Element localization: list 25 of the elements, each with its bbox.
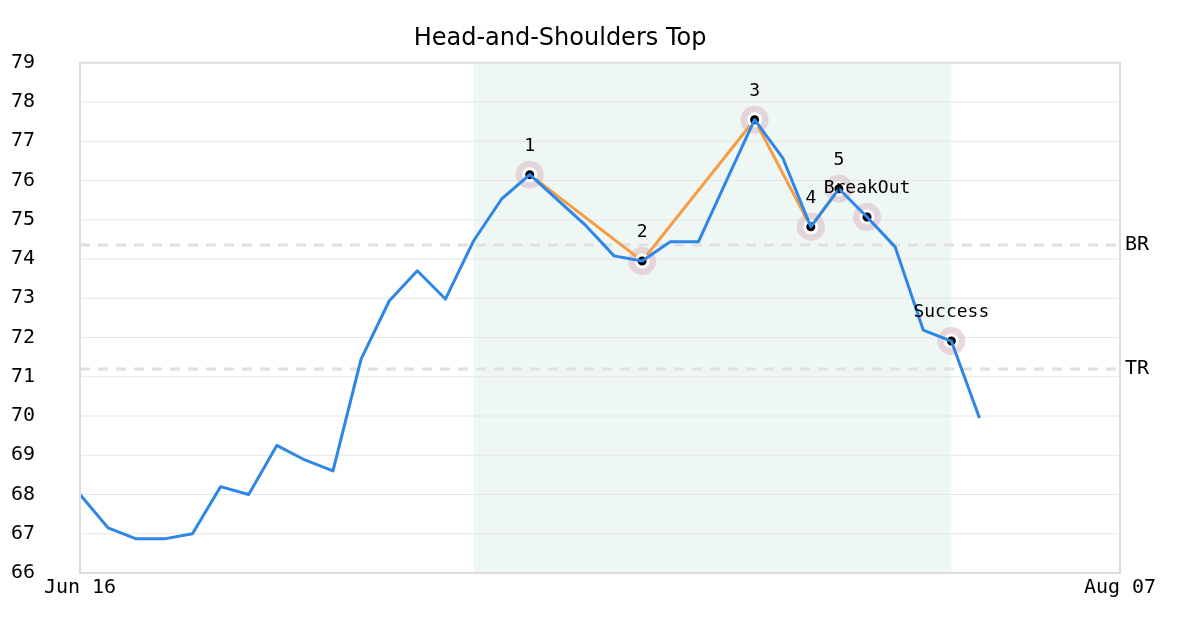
y-tick-label: 79 (10, 49, 35, 73)
chart-title: Head-and-Shoulders Top (413, 22, 707, 51)
annotation: 1 (524, 133, 536, 155)
y-tick-label: 75 (10, 205, 35, 230)
y-tick-label: 66 (10, 559, 35, 584)
y-tick-label: 78 (10, 88, 35, 113)
ref-line-label: TR (1125, 355, 1151, 380)
x-tick-label: Jun 16 (43, 574, 117, 599)
y-tick-label: 68 (10, 480, 35, 505)
y-tick-label: 67 (10, 519, 35, 544)
y-tick-label: 72 (10, 323, 35, 348)
y-tick-label: 69 (10, 441, 35, 466)
y-tick-label: 77 (10, 127, 35, 152)
ref-line-label: BR (1125, 231, 1151, 256)
y-tick-label: 74 (10, 245, 35, 270)
annotation: BreakOut (823, 176, 911, 198)
y-tick-label: 76 (10, 166, 35, 191)
annotation: 2 (636, 219, 648, 241)
annotation: 5 (833, 147, 845, 169)
y-tick-label: 73 (10, 284, 35, 309)
y-tick-label: 70 (10, 402, 35, 427)
y-tick-label: 71 (10, 362, 35, 387)
annotation: 4 (805, 185, 817, 207)
annotation: 3 (749, 78, 761, 100)
x-tick-label: Aug 07 (1083, 574, 1157, 599)
